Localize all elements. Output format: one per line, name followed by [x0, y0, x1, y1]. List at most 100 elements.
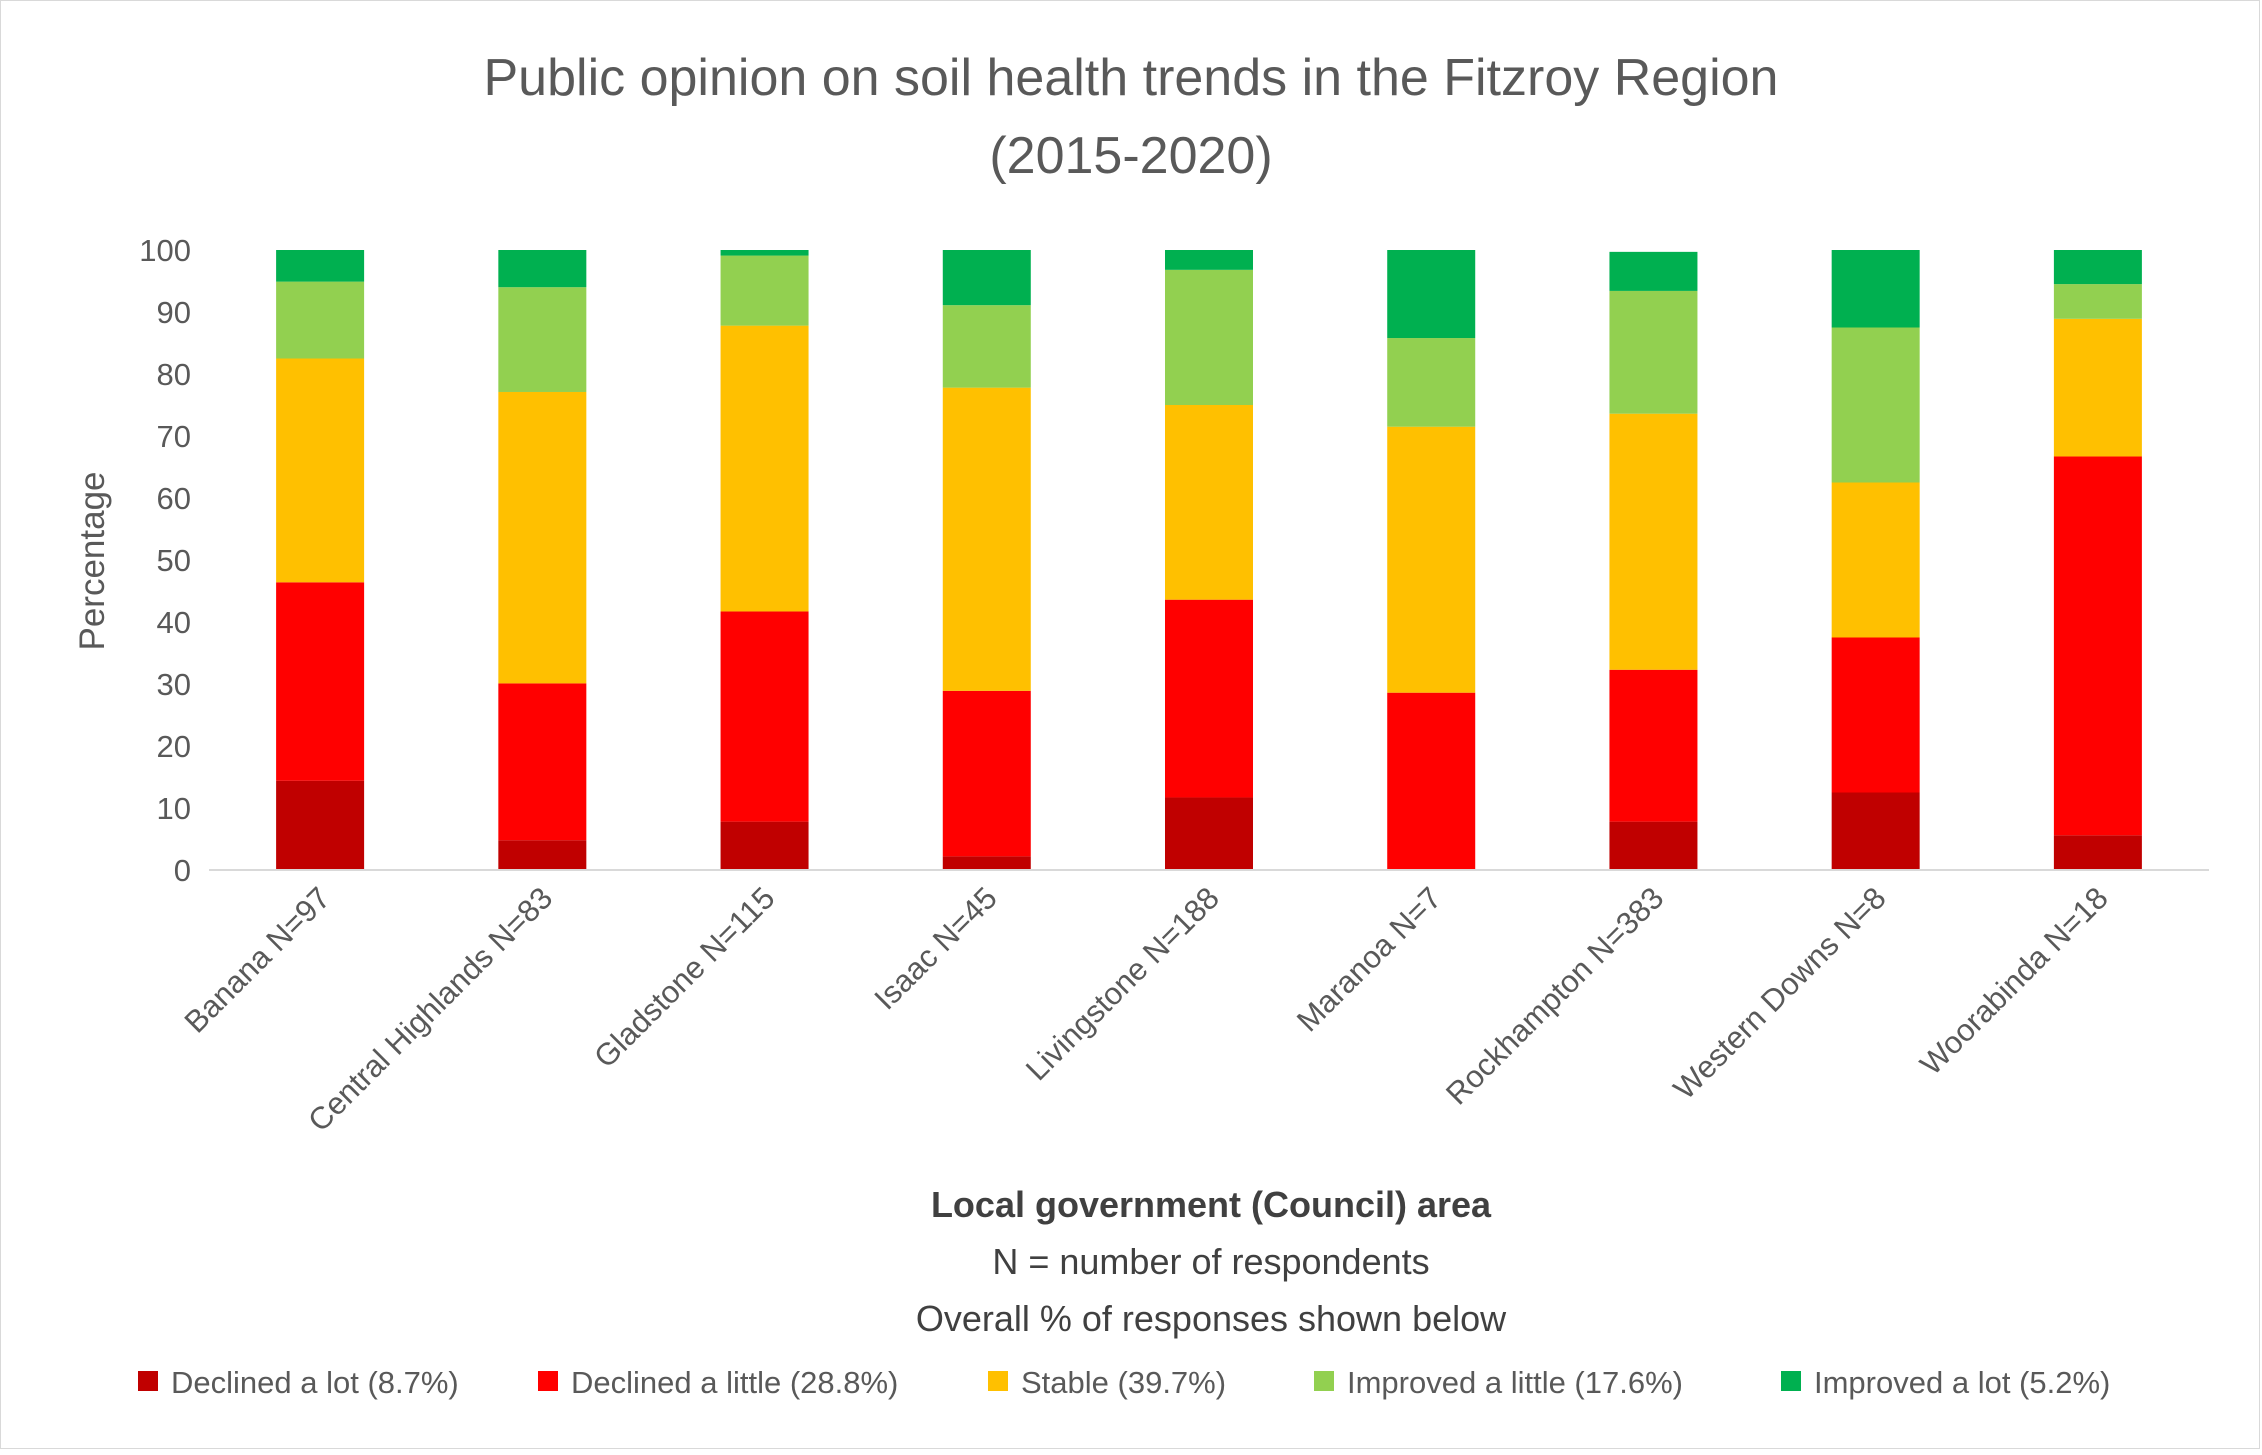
bar-segment [276, 281, 365, 359]
x-tick-label: Maranoa N=7 [1290, 880, 1448, 1038]
bar-segment [1165, 405, 1253, 600]
y-tick-label: 60 [157, 481, 191, 516]
legend-item: Improved a lot (5.2%) [1781, 1365, 2110, 1400]
bar-segment [720, 255, 809, 326]
bar-segment [1609, 821, 1698, 870]
bar-segment [1831, 482, 1920, 638]
bar-stack [1609, 251, 1698, 870]
y-tick-label: 90 [157, 295, 191, 330]
legend-item: Improved a little (17.6%) [1314, 1365, 1683, 1400]
y-axis-label: Percentage [73, 471, 112, 650]
x-tick-label: Livingstone N=188 [1019, 880, 1226, 1087]
bar-segment [276, 358, 365, 583]
bar-segment [2053, 318, 2142, 457]
bar-segment [498, 287, 587, 392]
bar-segment [498, 840, 587, 870]
bar-segment [1387, 250, 1476, 339]
bar-segment [1387, 692, 1476, 870]
bar-segment [720, 325, 809, 612]
y-tick-label: 70 [157, 419, 191, 454]
chart-title-line-2: (2015-2020) [989, 127, 1272, 185]
legend-swatch [1781, 1371, 1801, 1391]
y-tick-label: 30 [157, 667, 191, 702]
bar-segment [2053, 284, 2142, 319]
x-tick-label: Gladstone N=115 [587, 880, 781, 1074]
x-tick-label: Western Downs N=8 [1667, 880, 1893, 1106]
legend-label: Stable (39.7%) [1021, 1365, 1226, 1400]
bar-stack [498, 250, 587, 870]
bar-segment [498, 683, 587, 841]
bar-segment [1609, 669, 1698, 822]
bar-stack [1165, 250, 1253, 870]
x-axis-label-note-2: Overall % of responses shown below [916, 1298, 1507, 1339]
legend-swatch [538, 1371, 558, 1391]
bar-segment [720, 250, 809, 256]
y-tick-label: 20 [157, 729, 191, 764]
legend-item: Stable (39.7%) [988, 1365, 1226, 1400]
x-axis-label: Local government (Council) area N = numb… [916, 1184, 1507, 1339]
bar-segment [1387, 338, 1476, 427]
bar-segment [1831, 792, 1920, 870]
legend-label: Declined a lot (8.7%) [171, 1365, 459, 1400]
bar-segment [1831, 637, 1920, 793]
bar-segment [1165, 797, 1253, 870]
x-axis-label-main: Local government (Council) area [931, 1184, 1492, 1225]
y-tick-label: 100 [139, 233, 191, 268]
x-tick-label: Rockhampton N=383 [1439, 880, 1670, 1111]
bar-segment [276, 250, 365, 282]
x-tick-label: Woorabinda N=18 [1913, 880, 2115, 1082]
legend-item: Declined a lot (8.7%) [138, 1365, 459, 1400]
bar-segment [1609, 251, 1698, 291]
y-tick-label: 80 [157, 357, 191, 392]
x-tick-label: Central Highlands N=83 [301, 880, 559, 1138]
bar-stack [1831, 250, 1920, 870]
bar-segment [498, 250, 587, 288]
y-tick-label: 10 [157, 791, 191, 826]
x-axis-label-note-1: N = number of respondents [992, 1241, 1429, 1282]
bar-segment [1165, 269, 1253, 405]
bar-segment [2053, 250, 2142, 285]
y-tick-label: 40 [157, 605, 191, 640]
legend-label: Improved a lot (5.2%) [1814, 1365, 2110, 1400]
y-axis-ticks: 0 10 20 30 40 50 60 70 80 90 100 [139, 233, 191, 888]
legend-label: Improved a little (17.6%) [1347, 1365, 1683, 1400]
bar-segment [2053, 456, 2142, 836]
bar-stack [276, 250, 365, 870]
legend-label: Declined a little (28.8%) [571, 1365, 898, 1400]
legend-swatch [138, 1371, 158, 1391]
bar-segment [1609, 413, 1698, 670]
bar-stack [2053, 250, 2142, 870]
chart-title-line-1: Public opinion on soil health trends in … [484, 49, 1779, 107]
bars [276, 250, 2142, 870]
bar-segment [1831, 250, 1920, 328]
bar-segment [942, 690, 1031, 857]
legend-swatch [988, 1371, 1008, 1391]
bar-segment [942, 856, 1031, 870]
bar-segment [942, 250, 1031, 306]
legend-item: Declined a little (28.8%) [538, 1365, 898, 1400]
bar-segment [1387, 426, 1476, 693]
bar-segment [1609, 290, 1698, 414]
bar-segment [1165, 599, 1253, 798]
x-tick-label: Isaac N=45 [867, 880, 1003, 1016]
y-tick-label: 50 [157, 543, 191, 578]
y-tick-label: 0 [174, 853, 191, 888]
chart-title: Public opinion on soil health trends in … [484, 49, 1779, 185]
bar-segment [1165, 250, 1253, 270]
bar-segment [276, 780, 365, 870]
bar-segment [942, 387, 1031, 691]
bar-stack [942, 250, 1031, 870]
bar-stack [720, 250, 809, 870]
bar-segment [276, 582, 365, 781]
bar-segment [720, 821, 809, 870]
bar-segment [942, 305, 1031, 388]
bar-segment [720, 611, 809, 822]
legend: Declined a lot (8.7%) Declined a little (… [138, 1365, 2110, 1400]
bar-segment [498, 391, 587, 684]
bar-segment [2053, 835, 2142, 870]
bar-stack [1387, 250, 1476, 870]
legend-swatch [1314, 1371, 1334, 1391]
bar-segment [1831, 327, 1920, 483]
